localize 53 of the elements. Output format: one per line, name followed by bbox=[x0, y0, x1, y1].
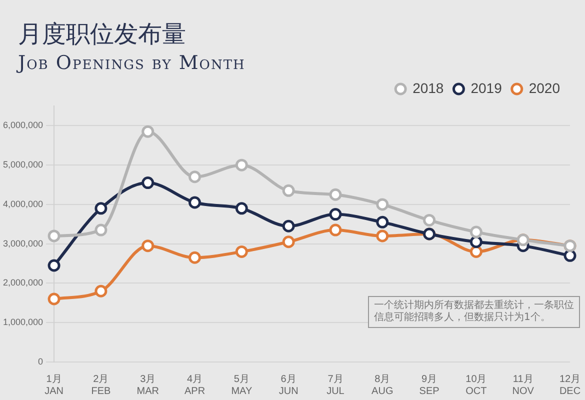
x-tick-label: 7月 JUL bbox=[326, 374, 345, 397]
point bbox=[329, 208, 342, 221]
point bbox=[282, 236, 295, 248]
point bbox=[235, 245, 248, 258]
y-tick-label: 3,000,000 bbox=[2, 238, 44, 248]
chart-title: 月度职位发布量 bbox=[18, 19, 186, 50]
point bbox=[94, 202, 108, 215]
point bbox=[142, 240, 154, 252]
point bbox=[94, 224, 108, 236]
point bbox=[188, 170, 202, 184]
point bbox=[48, 292, 60, 306]
point bbox=[188, 251, 202, 264]
annotation: 一个统计期内所有数据都去重统计，一条职位信息可能招聘多人，但数据只计为1个。 bbox=[368, 296, 580, 328]
legend-label: 2018 bbox=[412, 80, 444, 96]
legend-label: 2019 bbox=[470, 80, 502, 96]
y-tick-label: 2,000,000 bbox=[2, 278, 44, 288]
x-tick-label: 8月 AUG bbox=[372, 374, 394, 397]
point bbox=[376, 198, 389, 211]
point bbox=[470, 226, 482, 238]
point bbox=[470, 245, 482, 258]
y-tick-label: 1,000,000 bbox=[2, 317, 44, 328]
point bbox=[235, 202, 248, 215]
y-tick-label: 5,000,000 bbox=[2, 160, 44, 170]
point bbox=[329, 224, 342, 236]
x-tick-label: 10月 OCT bbox=[466, 374, 487, 397]
point bbox=[282, 184, 295, 197]
x-tick-label: 3月 MAR bbox=[136, 374, 159, 397]
y-tick-label: 6,000,000 bbox=[2, 120, 44, 130]
point bbox=[329, 188, 342, 201]
legend-label: 2020 bbox=[528, 80, 560, 96]
point bbox=[423, 214, 436, 226]
point bbox=[142, 176, 154, 190]
y-tick-label: 0 bbox=[38, 356, 44, 366]
point bbox=[376, 230, 389, 242]
y-tick-label: 4,000,000 bbox=[2, 198, 44, 209]
point bbox=[564, 249, 576, 262]
point bbox=[94, 284, 108, 298]
point bbox=[48, 259, 60, 272]
x-tick-label: 11月 NOV bbox=[512, 374, 534, 397]
x-tick-label: 5月 MAY bbox=[231, 374, 252, 397]
x-tick-label: 1月 JAN bbox=[44, 374, 64, 397]
point bbox=[282, 220, 295, 232]
point bbox=[470, 236, 482, 248]
point bbox=[142, 125, 154, 138]
point bbox=[376, 216, 389, 228]
chart-subtitle: Job Openings by Month bbox=[18, 52, 246, 74]
x-tick-label: 6月 JUN bbox=[278, 374, 298, 397]
x-tick-label: 2月 FEB bbox=[91, 374, 111, 397]
x-tick-label: 4月 APR bbox=[184, 374, 206, 397]
point bbox=[235, 158, 248, 172]
x-tick-label: 9月 SEP bbox=[419, 374, 440, 397]
x-tick-label: 12月 DEC bbox=[559, 374, 581, 397]
point bbox=[188, 196, 202, 209]
